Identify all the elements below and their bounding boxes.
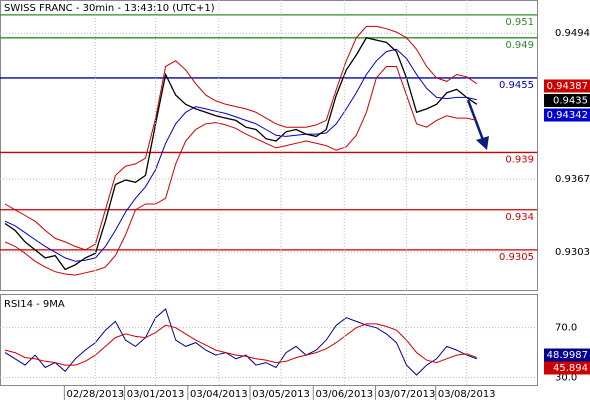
value-badge	[544, 79, 590, 93]
value-badge-label: 48.9987	[547, 350, 588, 361]
y-tick-label: 70.0	[555, 323, 577, 334]
y-tick-label: 0.9367	[555, 174, 590, 185]
level-label: 0.9455	[499, 80, 534, 91]
value-badge	[544, 361, 590, 375]
rsi-title: RSI14 - 9MA	[4, 299, 65, 310]
series-line	[4, 48, 477, 262]
arrow-head	[476, 136, 489, 150]
value-badge	[544, 108, 590, 122]
chart-title: SWISS FRANC - 30min - 13:43:10 (UTC+1)	[4, 3, 215, 14]
level-label: 0.949	[505, 40, 534, 51]
value-badge-label: 0.94342	[547, 110, 588, 121]
level-label: 0.9305	[499, 252, 534, 263]
x-tick-label: 03/01/2013	[127, 389, 185, 400]
level-label: 0.934	[505, 212, 534, 223]
level-label: 0.951	[505, 17, 534, 28]
x-tick-label: 03/08/2013	[438, 389, 496, 400]
x-tick-label: 02/28/2013	[67, 389, 125, 400]
series-line	[4, 308, 477, 376]
x-tick-label: 03/05/2013	[252, 389, 310, 400]
series-line	[4, 37, 478, 271]
series-line	[4, 323, 477, 366]
series-line	[4, 25, 478, 251]
value-badge-label: 45.894	[553, 363, 588, 374]
value-badge	[544, 94, 590, 107]
level-label: 0.939	[505, 154, 534, 165]
main-frame	[0, 0, 538, 291]
value-badge-label: 0.94387	[547, 81, 588, 92]
y-tick-label: 30.0	[555, 373, 577, 384]
y-tick-label: 0.9303	[555, 247, 590, 258]
value-badge	[544, 348, 590, 362]
value-badge-label: 0.9435	[553, 96, 588, 107]
y-tick-label: 0.9494	[555, 28, 590, 39]
x-tick-label: 03/06/2013	[315, 389, 373, 400]
x-tick-label: 03/04/2013	[190, 389, 248, 400]
rsi-frame	[0, 294, 538, 386]
series-line	[4, 66, 477, 276]
x-tick-label: 03/07/2013	[378, 389, 436, 400]
